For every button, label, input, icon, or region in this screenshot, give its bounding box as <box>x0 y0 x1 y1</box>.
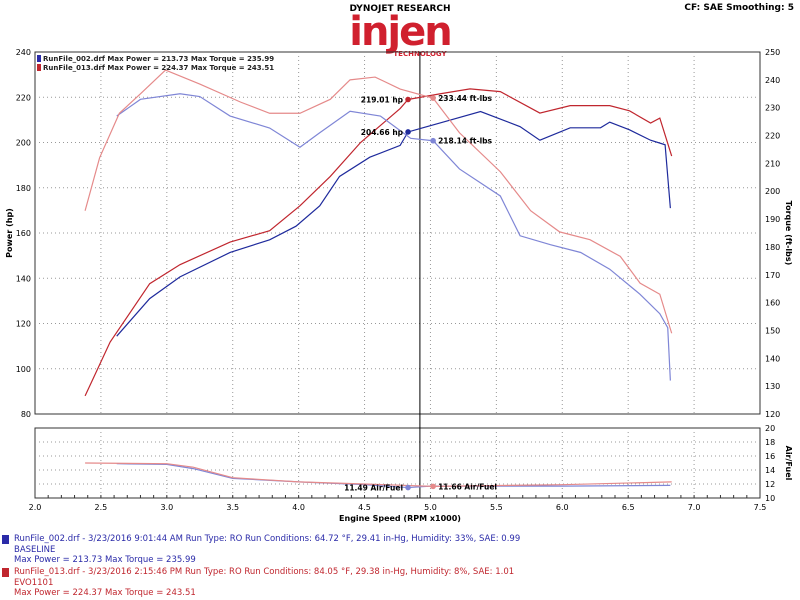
power-tick-label: 180 <box>16 184 31 193</box>
marker-value-label: 219.01 hp <box>361 95 404 104</box>
blue-torque-line <box>116 93 671 381</box>
cursor-marker <box>430 137 436 144</box>
torque-tick-label: 200 <box>765 187 780 196</box>
red-af-line <box>85 462 672 487</box>
marker-value-label: 204.66 hp <box>361 128 404 137</box>
power-tick-label: 220 <box>16 93 31 102</box>
blue-swatch <box>2 535 9 544</box>
torque-tick-label: 220 <box>765 132 780 141</box>
marker-value-label: 11.66 Air/Fuel <box>438 482 497 491</box>
torque-tick-label: 160 <box>765 299 780 308</box>
x-axis-label: Engine Speed (RPM x1000) <box>339 514 461 523</box>
cursor-marker <box>430 95 436 101</box>
legend-entry: RunFile_002.drf Max Power = 213.73 Max T… <box>43 55 274 63</box>
header-title: DYNOJET RESEARCH <box>349 4 451 14</box>
marker-value-label: 218.14 ft-lbs <box>438 137 492 146</box>
marker-value-label: 11.49 Air/Fuel <box>344 484 403 493</box>
cursor-marker <box>405 129 411 135</box>
power-tick-label: 80 <box>21 410 31 419</box>
run-info-blue: RunFile_002.drf - 3/23/2016 9:01:44 AM R… <box>2 534 521 566</box>
marker-value-label: 233.44 ft-lbs <box>438 94 492 103</box>
power-tick-label: 140 <box>16 274 31 283</box>
cursor-marker <box>430 483 436 490</box>
legend-swatch <box>37 64 41 71</box>
af-tick-label: 12 <box>765 480 775 489</box>
af-axis-label: Air/Fuel <box>784 446 793 481</box>
af-tick-label: 20 <box>765 424 775 433</box>
run-line1: RunFile_002.drf - 3/23/2016 9:01:44 AM R… <box>14 534 521 544</box>
torque-tick-label: 170 <box>765 271 780 280</box>
x-tick-label: 3.0 <box>160 503 173 512</box>
run-info-red: RunFile_013.drf - 3/23/2016 2:15:46 PM R… <box>2 567 515 599</box>
run-max: Max Power = 213.73 Max Torque = 235.99 <box>14 555 196 565</box>
legend-swatch <box>37 55 41 62</box>
red-swatch <box>2 568 9 577</box>
x-tick-label: 6.0 <box>556 503 569 512</box>
cursor-marker <box>405 484 411 491</box>
x-tick-label: 5.0 <box>424 503 437 512</box>
cursor-marker <box>405 96 411 103</box>
power-tick-label: 100 <box>16 365 31 374</box>
af-tick-label: 16 <box>765 452 775 461</box>
torque-tick-label: 190 <box>765 215 780 224</box>
torque-tick-label: 120 <box>765 410 780 419</box>
af-tick-label: 10 <box>765 494 775 503</box>
af-tick-label: 14 <box>765 466 775 475</box>
torque-tick-label: 180 <box>765 243 780 252</box>
x-tick-label: 4.5 <box>358 503 371 512</box>
legend-entry: RunFile_013.drf Max Power = 224.37 Max T… <box>43 64 274 72</box>
af-tick-label: 18 <box>765 438 775 447</box>
logo-text: injen <box>349 9 453 55</box>
x-tick-label: 2.5 <box>95 503 108 512</box>
torque-tick-label: 210 <box>765 159 780 168</box>
power-tick-label: 240 <box>16 48 31 57</box>
x-tick-label: 7.0 <box>688 503 701 512</box>
x-tick-label: 7.5 <box>754 503 767 512</box>
x-tick-label: 2.0 <box>29 503 42 512</box>
red-torque-line <box>84 69 673 334</box>
run-line1: RunFile_013.drf - 3/23/2016 2:15:46 PM R… <box>14 567 515 577</box>
torque-tick-label: 230 <box>765 104 780 113</box>
torque-axis-label: Torque (ft-lbs) <box>784 201 793 266</box>
x-tick-label: 6.5 <box>622 503 635 512</box>
x-tick-label: 5.5 <box>490 503 503 512</box>
x-tick-label: 3.5 <box>226 503 239 512</box>
torque-tick-label: 150 <box>765 326 780 335</box>
af-plot-frame <box>34 427 761 499</box>
torque-tick-label: 250 <box>765 48 780 57</box>
correction-settings: CF: SAE Smoothing: 5 <box>684 3 794 13</box>
blue-power-line <box>116 110 671 337</box>
power-tick-label: 120 <box>16 320 31 329</box>
power-tick-label: 160 <box>16 229 31 238</box>
run-name: EVO1101 <box>14 577 54 588</box>
run-max: Max Power = 224.37 Max Torque = 243.51 <box>14 588 196 598</box>
x-tick-label: 4.0 <box>292 503 305 512</box>
torque-tick-label: 140 <box>765 354 780 363</box>
power-tick-label: 200 <box>16 139 31 148</box>
torque-tick-label: 130 <box>765 382 780 391</box>
torque-tick-label: 240 <box>765 76 780 85</box>
power-axis-label: Power (hp) <box>5 208 14 258</box>
run-name: BASELINE <box>14 544 56 555</box>
